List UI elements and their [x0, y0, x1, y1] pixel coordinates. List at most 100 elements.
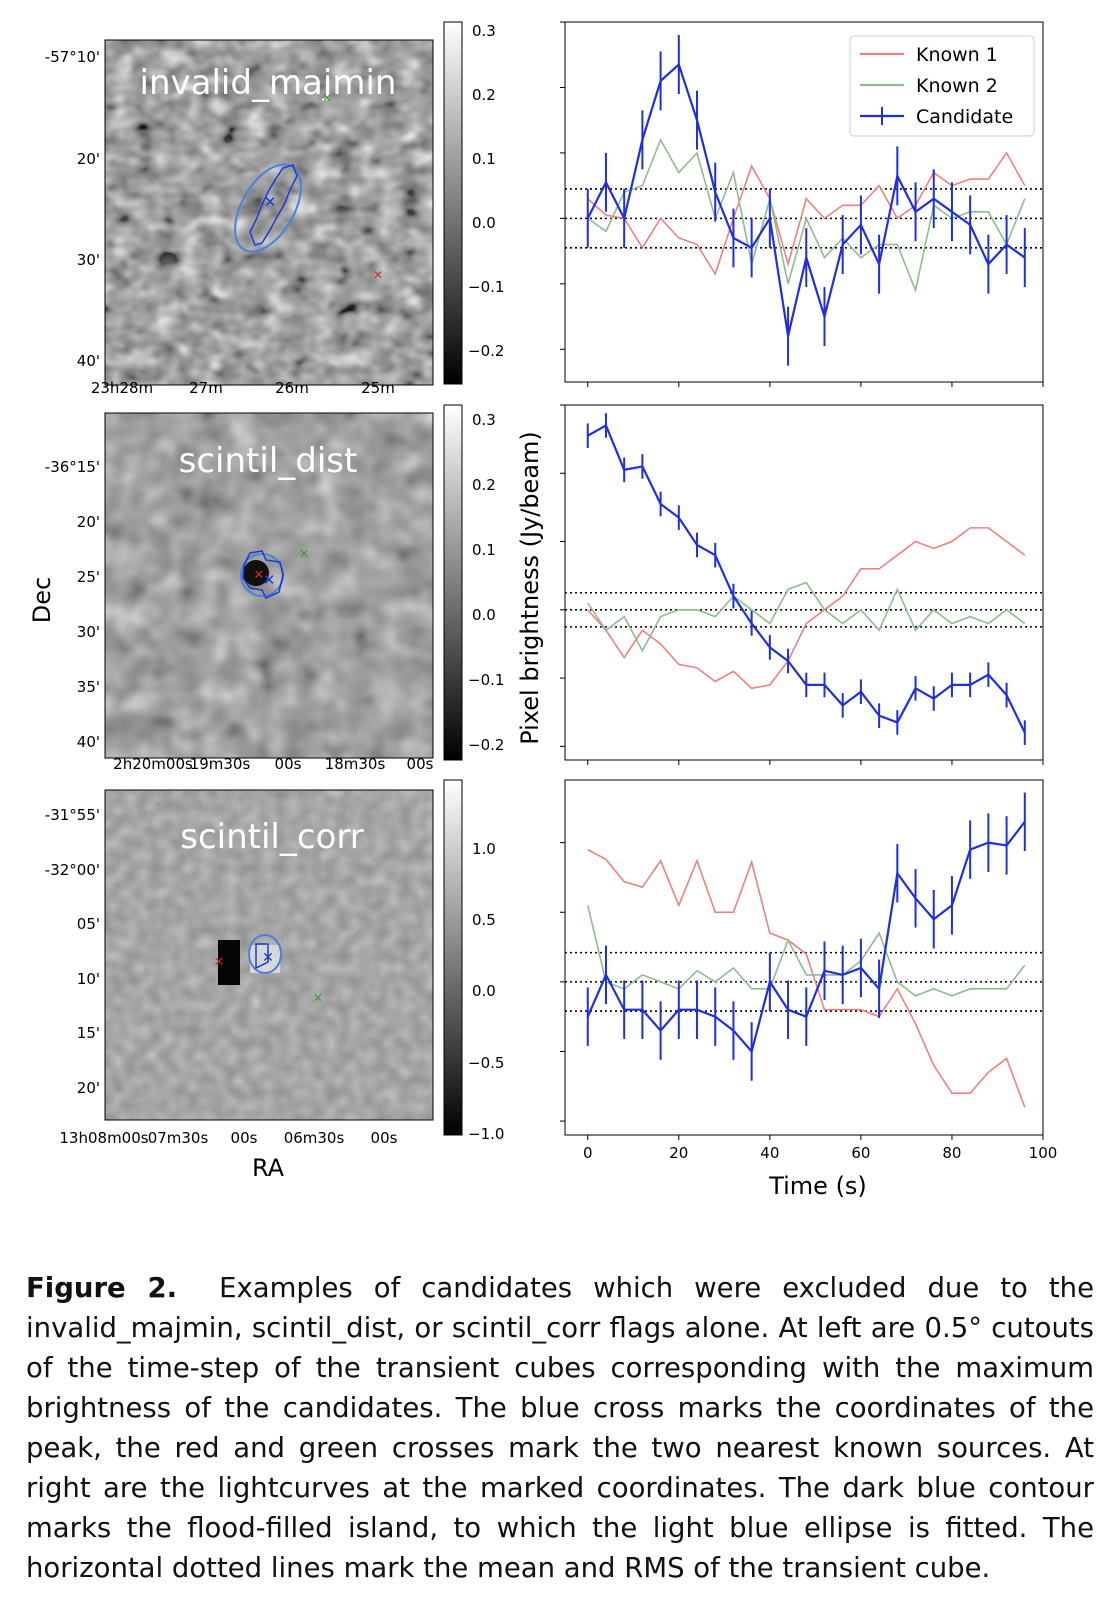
lightcurve-chart-3: 0 20 40 60 80 100	[560, 779, 1058, 1162]
cbar-tick-2-3: 0.0	[472, 606, 496, 624]
caption-text: Examples of candidates which were exclud…	[26, 1272, 1095, 1584]
dec-tick-3-4: 15'	[77, 1024, 100, 1042]
dec-tick-3-3: 10'	[77, 970, 100, 988]
dec-tick-3-1: -32°00'	[45, 861, 100, 879]
image-panel-3: scintil_corr ✕ ✕ ✕ -31°55' -32°00' 05' 1…	[45, 779, 504, 1182]
colorbar-2	[443, 404, 463, 761]
ra-tick-3-1: 07m30s	[148, 1129, 209, 1147]
x-tick-label: 20	[669, 1144, 688, 1162]
cbar-tick-2-2: 0.1	[472, 541, 496, 559]
cbar-tick-1-1: 0.2	[472, 86, 496, 104]
legend-label: Candidate	[916, 106, 1013, 128]
peak-cross-1: ✕	[264, 193, 277, 211]
legend-box	[849, 35, 1035, 137]
fitted-ellipse-3	[248, 934, 282, 974]
known-source-red-1: ✕	[373, 268, 383, 282]
cbar-tick-1-2: 0.1	[472, 150, 496, 168]
dec-tick-2-2: 25'	[77, 568, 100, 586]
ra-axis-label: RA	[252, 1154, 285, 1182]
dec-tick-1-0: -57°10'	[45, 48, 100, 66]
cbar-tick-1-5: −0.2	[468, 342, 504, 360]
ra-tick-1-2: 26m	[275, 379, 309, 397]
x-tick-label: 40	[760, 1144, 779, 1162]
ra-tick-2-2: 00s	[275, 755, 302, 773]
dark-source-2	[243, 560, 269, 586]
cutout-noise-2	[105, 413, 433, 758]
series-line-known-2	[586, 905, 1026, 997]
cbar-tick-3-2: 0.0	[472, 982, 496, 1000]
legend-label: Known 2	[916, 75, 998, 97]
cbar-tick-3-1: 0.5	[472, 911, 496, 929]
dec-tick-3-5: 20'	[77, 1079, 100, 1097]
island-contour-1	[249, 164, 298, 246]
colorbar-3	[443, 779, 463, 1136]
x-tick-label: 100	[1029, 1144, 1058, 1162]
series-line-known-2	[587, 581, 1026, 653]
lightcurve-chart-2	[560, 404, 1044, 765]
ra-tick-1-3: 25m	[361, 379, 395, 397]
peak-cross-3: ✕	[262, 950, 274, 966]
island-contour-2	[242, 550, 284, 599]
cbar-tick-2-0: 0.3	[472, 411, 496, 429]
cutout-noise-1	[105, 40, 433, 385]
dec-tick-2-4: 35'	[77, 678, 100, 696]
peak-cross-2: ✕	[263, 571, 276, 589]
dec-tick-2-0: -36°15'	[45, 458, 100, 476]
dec-tick-2-3: 30'	[77, 623, 100, 641]
x-tick-label: 0	[583, 1144, 593, 1162]
panel-2-label: scintil_dist	[179, 441, 358, 481]
dec-axis-label: Dec	[28, 577, 56, 623]
cbar-tick-2-4: −0.1	[468, 671, 504, 689]
cbar-tick-1-3: 0.0	[472, 214, 496, 232]
cbar-tick-1-4: −0.1	[468, 278, 504, 296]
dec-tick-1-3: 40'	[77, 352, 100, 370]
figure-2: invalid_majmin ✕ ✕ ✕ -57°10' 20' 30' 40'…	[28, 21, 1058, 1200]
series-line-known-1	[587, 848, 1026, 1108]
panel-3-label: scintil_corr	[180, 817, 364, 857]
dec-tick-1-2: 30'	[77, 251, 100, 269]
known-source-red-2: ✕	[254, 568, 265, 583]
ra-tick-3-4: 00s	[371, 1129, 398, 1147]
cbar-tick-3-4: −1.0	[468, 1125, 504, 1143]
known-source-green-1: ✕	[322, 91, 332, 105]
y-axis-label: Pixel brightness (Jy/beam)	[516, 431, 544, 745]
ra-tick-3-0: 13h08m00s	[59, 1129, 148, 1147]
ra-tick-3-3: 06m30s	[284, 1129, 345, 1147]
x-axis-label: Time (s)	[768, 1172, 867, 1200]
x-tick-label: 80	[942, 1144, 961, 1162]
panel-1-label: invalid_majmin	[140, 63, 397, 103]
lightcurve-chart-1: Known 1 Known 2 Candidate	[560, 21, 1044, 387]
cbar-tick-1-0: 0.3	[472, 22, 496, 40]
cbar-tick-2-5: −0.2	[468, 736, 504, 754]
ra-tick-2-0: 2h20m00s	[113, 755, 193, 773]
island-contour-3	[255, 943, 269, 970]
cbar-tick-3-0: 1.0	[472, 840, 496, 858]
plot-frame	[564, 779, 1044, 1136]
ra-tick-1-0: 23h28m	[91, 379, 153, 397]
legend-label: Known 1	[916, 44, 998, 66]
fitted-ellipse-1	[234, 163, 302, 253]
cbar-tick-3-3: −0.5	[468, 1054, 504, 1072]
ra-tick-3-2: 00s	[231, 1129, 258, 1147]
dark-source-3	[218, 940, 240, 985]
ra-tick-2-3: 18m30s	[325, 755, 386, 773]
known-source-green-2: ✕	[299, 547, 309, 561]
dec-tick-1-1: 20'	[77, 150, 100, 168]
dec-tick-2-5: 40'	[77, 733, 100, 751]
colorbar-1	[443, 21, 463, 385]
ra-tick-2-4: 00s	[407, 755, 434, 773]
known-source-green-3: ✕	[313, 991, 323, 1005]
ra-tick-2-1: 19m30s	[190, 755, 251, 773]
cbar-tick-2-1: 0.2	[472, 476, 496, 494]
known-source-red-3: ✕	[214, 955, 225, 970]
dec-tick-3-2: 05'	[77, 915, 100, 933]
dec-tick-2-1: 20'	[77, 513, 100, 531]
image-panel-2: scintil_dist ✕ ✕ ✕ -36°15' 20' 25' 30' 3…	[28, 404, 504, 773]
dec-tick-3-0: -31°55'	[45, 806, 100, 824]
ra-tick-1-1: 27m	[189, 379, 223, 397]
figure-caption: Figure 2. Examples of candidates which w…	[26, 1268, 1094, 1588]
x-tick-label: 60	[851, 1144, 870, 1162]
image-panel-1: invalid_majmin ✕ ✕ ✕ -57°10' 20' 30' 40'…	[45, 21, 504, 397]
series-line-known-1	[587, 527, 1026, 690]
caption-label: Figure 2.	[26, 1272, 178, 1304]
